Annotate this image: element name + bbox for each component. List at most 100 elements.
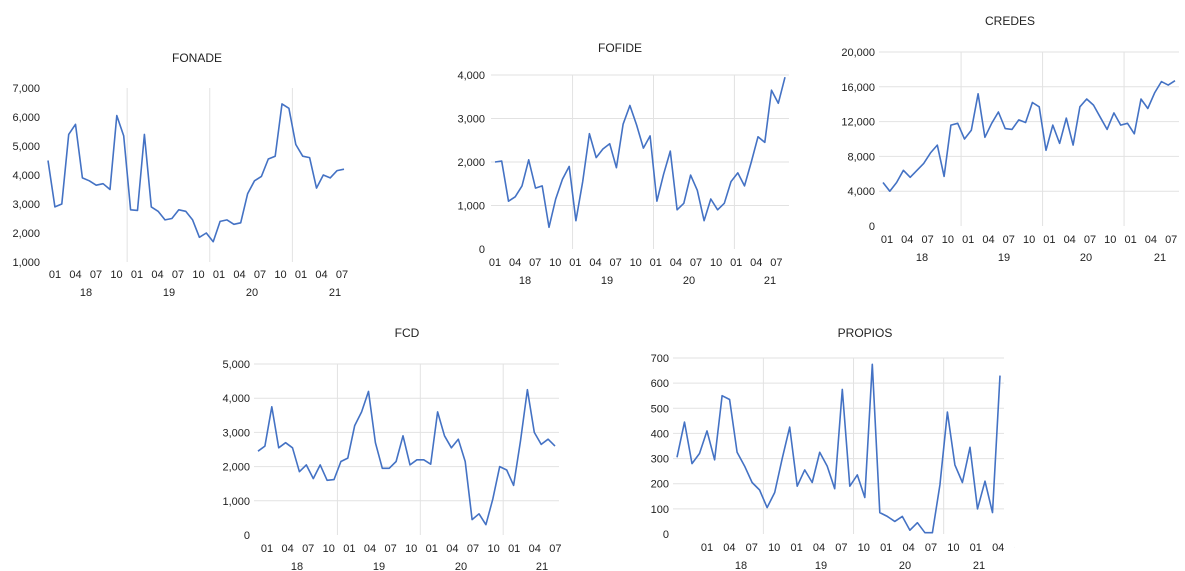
fcd-month-tick-label: 07 — [302, 543, 314, 555]
fonade-data-point — [219, 220, 221, 222]
fonade-data-point — [198, 236, 200, 238]
fonade-y-tick-label: 2,000 — [12, 228, 40, 240]
fofide-data-point — [696, 189, 698, 191]
fofide-data-point — [602, 148, 604, 150]
fofide-month-tick-label: 07 — [690, 257, 702, 269]
fonade-data-point — [143, 133, 145, 135]
fcd-y-tick-label: 3,000 — [222, 427, 250, 439]
propios-month-tick-label: 10 — [858, 542, 870, 554]
credes-y-tick-label: 20,000 — [841, 47, 875, 59]
fonade-data-point — [185, 210, 187, 212]
credes-data-point — [963, 138, 965, 140]
fcd-y-tick-label: 0 — [244, 530, 250, 542]
credes-data-point — [1113, 112, 1115, 114]
credes-data-point — [1024, 121, 1026, 123]
fonade-y-tick-label: 1,000 — [12, 257, 40, 269]
propios-month-tick-label: 04 — [723, 542, 735, 554]
fcd-data-point — [298, 471, 300, 473]
propios-data-point — [676, 456, 678, 458]
propios-data-point — [758, 489, 760, 491]
fofide-month-tick-label: 04 — [750, 257, 762, 269]
propios-year-tick-label: 20 — [899, 560, 911, 571]
fonade-data-point — [81, 177, 83, 179]
fcd-data-point — [402, 435, 404, 437]
propios-data-point — [811, 481, 813, 483]
fofide-month-tick-label: 07 — [609, 257, 621, 269]
propios-data-point — [841, 388, 843, 390]
fonade-data-point — [178, 209, 180, 211]
fcd-data-point — [492, 498, 494, 500]
fcd-y-tick-label: 4,000 — [222, 393, 250, 405]
fofide-y-tick-label: 2,000 — [457, 157, 485, 169]
fofide-data-point — [521, 185, 523, 187]
fonade-data-point — [322, 174, 324, 176]
propios-y-tick-label: 400 — [651, 428, 669, 440]
credes-month-tick-label: 04 — [901, 234, 913, 246]
credes-month-tick-label: 01 — [881, 234, 893, 246]
fonade-month-tick-label: 01 — [49, 269, 61, 281]
fcd-data-point — [436, 411, 438, 413]
propios-y-tick-label: 300 — [651, 454, 669, 466]
fonade-y-tick-label: 7,000 — [12, 83, 40, 95]
propios-month-tick-label: 04 — [813, 542, 825, 554]
credes-month-tick-label: 07 — [1084, 234, 1096, 246]
credes-data-point — [1045, 149, 1047, 151]
fofide-chart-title: FOFIDE — [598, 41, 642, 55]
fofide-data-point — [507, 200, 509, 202]
credes-month-tick-label: 10 — [942, 234, 954, 246]
propios-data-point — [879, 511, 881, 513]
credes-data-point — [1058, 142, 1060, 144]
fonade-data-point — [267, 158, 269, 160]
fcd-data-point — [499, 465, 501, 467]
fonade-data-point — [288, 107, 290, 109]
chart-fofide-svg: FOFIDE 0 1,000 2,000 3,000 4,000 01 04 07 10 01 04 0… — [457, 41, 789, 287]
credes-data-point — [889, 190, 891, 192]
fofide-data-point — [750, 161, 752, 163]
fofide-data-point — [528, 159, 530, 161]
credes-data-point — [936, 144, 938, 146]
propios-data-point — [999, 374, 1001, 376]
fofide-data-point — [757, 136, 759, 138]
fcd-month-tick-label: 07 — [467, 543, 479, 555]
fofide-month-tick-label: 01 — [730, 257, 742, 269]
credes-data-point — [1099, 116, 1101, 118]
fofide-data-point — [609, 143, 611, 145]
credes-data-point — [1174, 80, 1176, 82]
propios-y-tick-label: 700 — [651, 353, 669, 365]
fcd-month-tick-label: 07 — [384, 543, 396, 555]
fonade-data-point — [253, 180, 255, 182]
fonade-data-point — [171, 217, 173, 219]
fonade-data-point — [315, 187, 317, 189]
propios-data-point — [864, 496, 866, 498]
propios-data-point — [743, 465, 745, 467]
fonade-month-tick-label: 04 — [233, 269, 245, 281]
fcd-data-point — [312, 477, 314, 479]
fcd-data-point — [319, 464, 321, 466]
fofide-data-point — [716, 209, 718, 211]
fcd-year-tick-label: 21 — [536, 561, 548, 571]
fcd-y-tick-label: 2,000 — [222, 462, 250, 474]
chart-fonade: FONADE 1,000 2,000 3,000 4,000 5,000 6,000 7,00… — [0, 40, 380, 310]
credes-data-point — [977, 93, 979, 95]
fonade-data-point — [129, 209, 131, 211]
fonade-data-point — [47, 159, 49, 161]
propios-month-tick-label: 07 — [746, 542, 758, 554]
fofide-data-point — [683, 202, 685, 204]
fcd-data-point — [264, 445, 266, 447]
fcd-data-point — [291, 447, 293, 449]
credes-data-point — [895, 181, 897, 183]
fofide-year-tick-label: 18 — [519, 275, 531, 287]
fonade-month-tick-label: 07 — [336, 269, 348, 281]
credes-data-point — [1079, 106, 1081, 108]
fcd-data-point — [506, 469, 508, 471]
fcd-data-point — [485, 524, 487, 526]
propios-series-line — [676, 363, 1001, 534]
fcd-data-point — [278, 447, 280, 449]
fonade-data-point — [226, 219, 228, 221]
fonade-month-tick-label: 01 — [213, 269, 225, 281]
propios-month-tick-label: 01 — [880, 542, 892, 554]
fcd-year-tick-label: 20 — [455, 561, 467, 571]
fcd-y-tick-label: 5,000 — [222, 359, 250, 371]
fofide-month-tick-label: 07 — [770, 257, 782, 269]
credes-year-tick-label: 19 — [998, 252, 1010, 264]
